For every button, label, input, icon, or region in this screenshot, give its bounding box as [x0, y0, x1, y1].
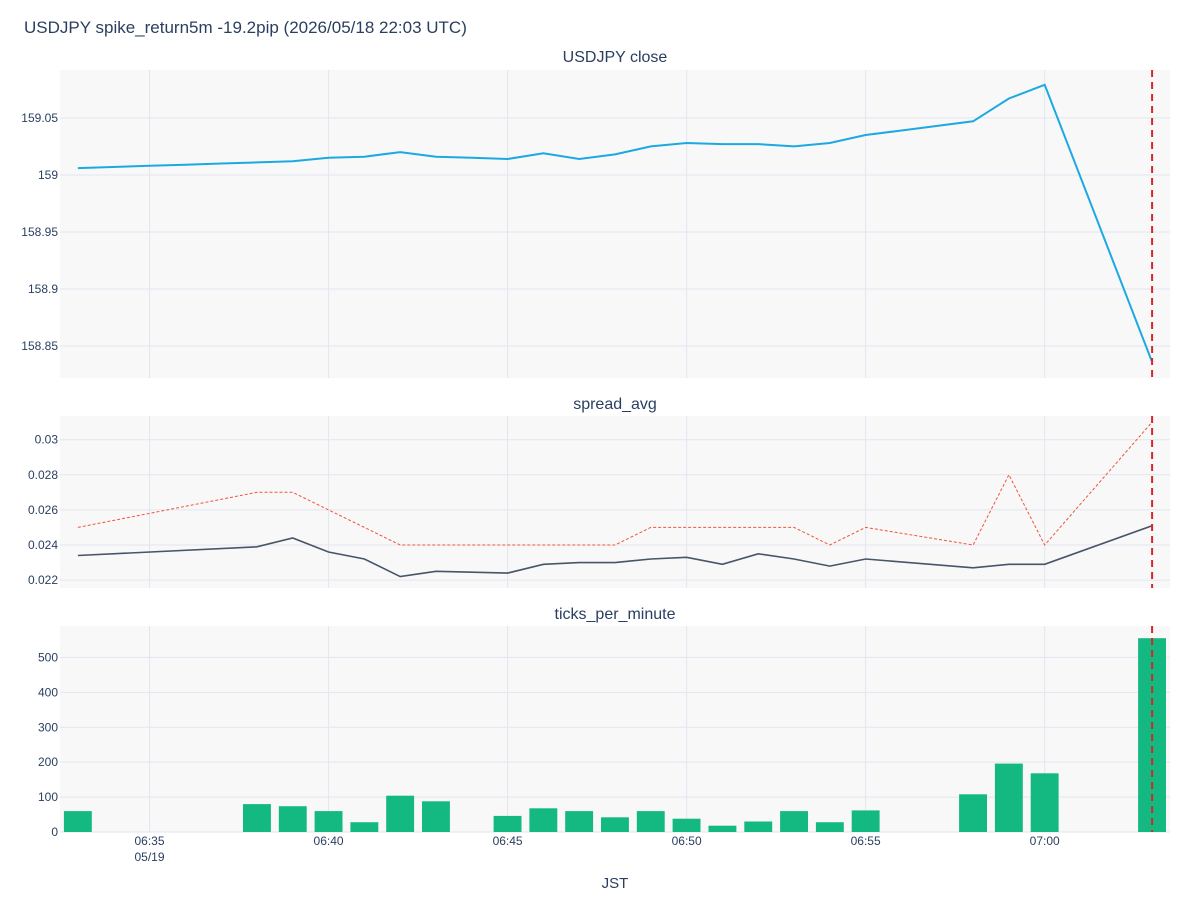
ticks-bar	[386, 795, 415, 832]
ticks-bar	[959, 794, 987, 832]
x-tick-label: 06:40	[314, 834, 344, 848]
subplot-title: USDJPY close	[563, 49, 668, 66]
y-tick-label: 0.024	[28, 538, 58, 552]
ticks-bar	[565, 811, 594, 832]
y-tick-label: 159.05	[21, 111, 58, 125]
ticks-bar	[851, 810, 880, 832]
spread-avg-line	[77, 524, 1153, 578]
y-tick-label: 400	[38, 685, 58, 699]
spread-max-line	[77, 421, 1153, 546]
plot-background	[60, 416, 1170, 588]
y-tick-label: 0	[51, 825, 58, 839]
ticks-bar	[636, 811, 665, 832]
x-tick-label: 06:50	[672, 834, 702, 848]
subplot-title: spread_avg	[573, 396, 657, 413]
ticks-bar	[601, 817, 629, 832]
x-tick-label: 06:55	[851, 834, 881, 848]
ticks-bar	[994, 763, 1023, 832]
ticks-bar	[1030, 773, 1059, 832]
close-price-line	[77, 83, 1154, 363]
y-tick-label: 0.022	[28, 573, 58, 587]
chart-title: USDJPY spike_return5m -19.2pip (2026/05/…	[24, 18, 467, 37]
y-tick-label: 159	[38, 168, 58, 182]
ticks-bar	[278, 806, 307, 832]
ticks-bar	[422, 801, 450, 832]
x-tick-label: 06:45	[493, 834, 523, 848]
subplot-title: ticks_per_minute	[555, 606, 676, 623]
ticks-bar	[780, 811, 808, 832]
y-tick-label: 0.028	[28, 468, 58, 482]
plot-background	[60, 70, 1170, 378]
y-tick-label: 200	[38, 755, 58, 769]
y-tick-label: 0.03	[35, 433, 59, 447]
panel-1	[60, 416, 1170, 588]
x-tick-label: 07:00	[1030, 834, 1060, 848]
ticks-bar	[350, 822, 379, 832]
y-tick-label: 100	[38, 790, 58, 804]
ticks-bar	[744, 821, 773, 832]
ticks-bar	[243, 804, 271, 832]
ticks-bar	[314, 811, 343, 832]
y-tick-label: 0.026	[28, 503, 58, 517]
panel-0	[60, 70, 1170, 378]
ticks-bar	[63, 811, 92, 832]
ticks-bar	[708, 825, 737, 832]
ticks-bar	[493, 815, 522, 832]
y-tick-label: 158.9	[28, 282, 58, 296]
y-tick-label: 158.85	[21, 339, 58, 353]
x-tick-label: 06:35	[135, 834, 165, 848]
ticks-bar	[529, 808, 558, 832]
ticks-bar	[815, 822, 844, 832]
y-tick-label: 500	[38, 650, 58, 664]
x-axis-title: JST	[602, 875, 629, 892]
ticks-bar	[672, 818, 701, 832]
x-tick-date-label: 05/19	[135, 850, 165, 864]
panel-2	[60, 626, 1170, 833]
y-tick-label: 158.95	[21, 225, 58, 239]
y-tick-label: 300	[38, 720, 58, 734]
